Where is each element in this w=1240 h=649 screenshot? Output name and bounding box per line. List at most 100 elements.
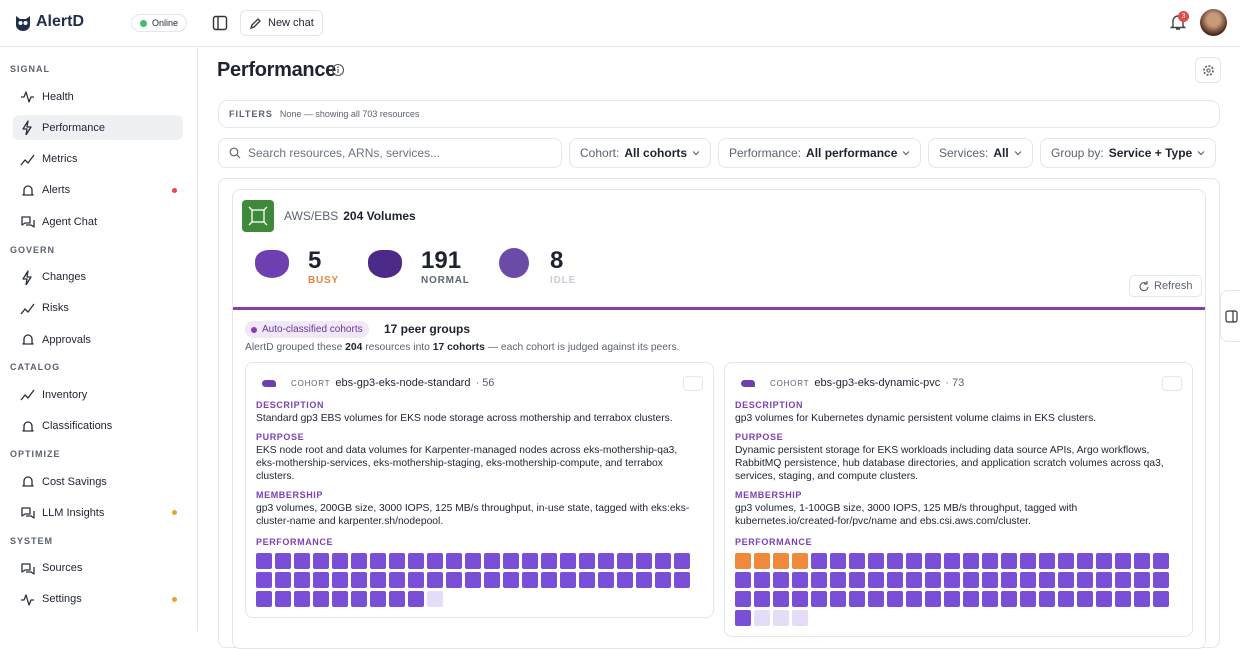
resource-cell[interactable]	[754, 572, 770, 588]
resource-cell[interactable]	[351, 553, 367, 569]
resource-cell[interactable]	[1077, 572, 1093, 588]
search-box[interactable]: Search resources, ARNs, services...	[218, 138, 562, 168]
resource-cell[interactable]	[811, 572, 827, 588]
resource-cell[interactable]	[636, 572, 652, 588]
resource-cell[interactable]	[1134, 572, 1150, 588]
resource-cell[interactable]	[849, 591, 865, 607]
resource-cell[interactable]	[811, 591, 827, 607]
nav-item[interactable]: Approvals	[13, 327, 183, 352]
resource-cell[interactable]	[370, 591, 386, 607]
resource-cell[interactable]	[906, 553, 922, 569]
nav-item[interactable]: Settings	[13, 587, 183, 612]
resource-cell[interactable]	[1039, 553, 1055, 569]
nav-item[interactable]: Alerts	[13, 178, 183, 203]
resource-cell[interactable]	[332, 553, 348, 569]
resource-cell[interactable]	[389, 572, 405, 588]
resource-cell[interactable]	[427, 572, 443, 588]
resource-cell[interactable]	[754, 553, 770, 569]
resource-cell[interactable]	[849, 572, 865, 588]
resource-cell[interactable]	[655, 572, 671, 588]
resource-cell[interactable]	[1096, 553, 1112, 569]
resource-cell[interactable]	[389, 591, 405, 607]
new-chat-button[interactable]: New chat	[240, 10, 323, 36]
resource-cell[interactable]	[1153, 591, 1169, 607]
resource-cell[interactable]	[1001, 591, 1017, 607]
resource-cell[interactable]	[389, 553, 405, 569]
resource-cell[interactable]	[1039, 572, 1055, 588]
cohort-refresh[interactable]	[1162, 375, 1182, 391]
nav-item[interactable]: Performance	[13, 115, 183, 141]
resource-cell[interactable]	[1153, 572, 1169, 588]
resource-cell[interactable]	[944, 553, 960, 569]
refresh-button[interactable]: Refresh	[1129, 275, 1202, 297]
nav-item[interactable]: Sources	[13, 556, 183, 581]
resource-cell[interactable]	[484, 553, 500, 569]
resource-cell[interactable]	[773, 572, 789, 588]
nav-item[interactable]: Agent Chat	[13, 209, 183, 234]
resource-cell[interactable]	[735, 553, 751, 569]
resource-cell[interactable]	[522, 572, 538, 588]
resource-cell[interactable]	[887, 572, 903, 588]
resource-cell[interactable]	[1134, 591, 1150, 607]
nav-item[interactable]: Health	[13, 84, 183, 109]
resource-cell[interactable]	[408, 591, 424, 607]
resource-cell[interactable]	[1001, 572, 1017, 588]
resource-cell[interactable]	[868, 572, 884, 588]
resource-cell[interactable]	[522, 553, 538, 569]
nav-item[interactable]: Changes	[13, 265, 183, 290]
sidebar-toggle[interactable]	[212, 15, 228, 31]
resource-cell[interactable]	[735, 572, 751, 588]
resource-cell[interactable]	[503, 553, 519, 569]
settings-button[interactable]	[1195, 57, 1221, 83]
resource-cell[interactable]	[294, 572, 310, 588]
resource-cell[interactable]	[735, 610, 751, 626]
resource-cell[interactable]	[465, 553, 481, 569]
resource-cell[interactable]	[754, 591, 770, 607]
resource-cell[interactable]	[332, 591, 348, 607]
resource-cell[interactable]	[925, 553, 941, 569]
resource-cell[interactable]	[294, 591, 310, 607]
resource-cell[interactable]	[811, 553, 827, 569]
resource-cell[interactable]	[925, 591, 941, 607]
resource-cell[interactable]	[1115, 591, 1131, 607]
resource-cell[interactable]	[906, 591, 922, 607]
resource-cell[interactable]	[1058, 591, 1074, 607]
resource-cell[interactable]	[1096, 572, 1112, 588]
nav-item[interactable]: Classifications	[13, 414, 183, 439]
resource-cell[interactable]	[560, 572, 576, 588]
resource-cell[interactable]	[963, 553, 979, 569]
resource-cell[interactable]	[313, 553, 329, 569]
nav-item[interactable]: Cost Savings	[13, 469, 183, 494]
resource-cell[interactable]	[792, 591, 808, 607]
resource-cell[interactable]	[944, 591, 960, 607]
side-panel-toggle[interactable]	[1220, 290, 1240, 342]
resource-cell[interactable]	[275, 591, 291, 607]
resource-cell[interactable]	[849, 553, 865, 569]
resource-cell[interactable]	[944, 572, 960, 588]
resource-cell[interactable]	[830, 572, 846, 588]
resource-cell[interactable]	[963, 572, 979, 588]
resource-cell[interactable]	[792, 553, 808, 569]
resource-cell[interactable]	[427, 591, 443, 607]
resource-cell[interactable]	[754, 610, 770, 626]
dropdown[interactable]: Performance: All performance	[718, 138, 922, 168]
resource-cell[interactable]	[1115, 553, 1131, 569]
resource-cell[interactable]	[1039, 591, 1055, 607]
resource-cell[interactable]	[351, 572, 367, 588]
resource-cell[interactable]	[1115, 572, 1131, 588]
resource-cell[interactable]	[887, 591, 903, 607]
resource-cell[interactable]	[579, 553, 595, 569]
resource-cell[interactable]	[446, 572, 462, 588]
resource-cell[interactable]	[503, 572, 519, 588]
resource-cell[interactable]	[408, 553, 424, 569]
resource-cell[interactable]	[370, 553, 386, 569]
resource-cell[interactable]	[256, 572, 272, 588]
resource-cell[interactable]	[1058, 553, 1074, 569]
resource-cell[interactable]	[275, 553, 291, 569]
resource-cell[interactable]	[313, 572, 329, 588]
resource-cell[interactable]	[370, 572, 386, 588]
resource-cell[interactable]	[674, 553, 690, 569]
resource-cell[interactable]	[541, 572, 557, 588]
resource-cell[interactable]	[655, 553, 671, 569]
resource-cell[interactable]	[484, 572, 500, 588]
